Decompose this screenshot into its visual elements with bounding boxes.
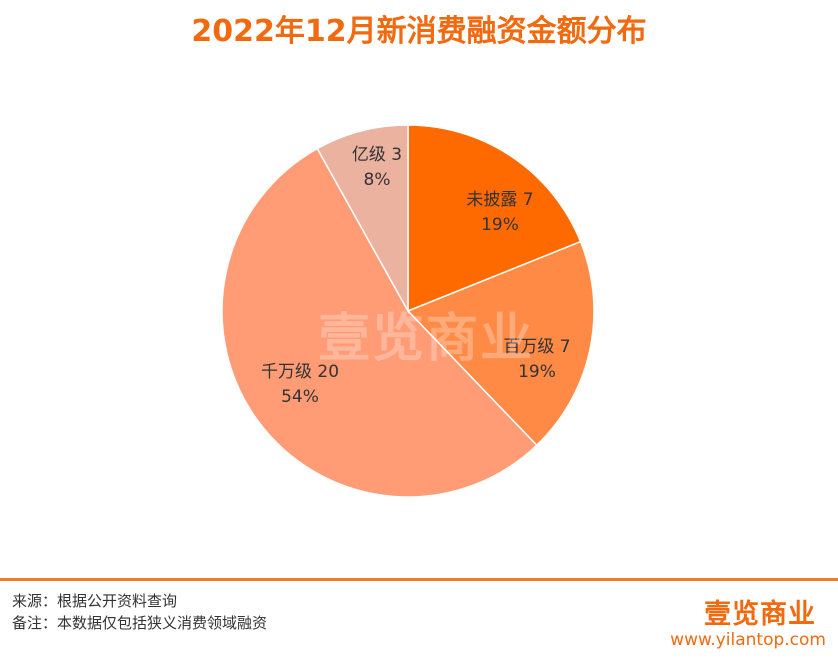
- pie-slice-1: [406, 240, 595, 447]
- watermark-logo: 壹览商业: [318, 309, 535, 369]
- footer-divider: [0, 578, 838, 581]
- pie-slice-2: [221, 147, 538, 498]
- chart-title: 2022年12月新消费融资金额分布: [191, 14, 647, 49]
- pie-chart: 未披露 7 19% 百万级 7 19% 千万级 20 54% 亿级 3 8%: [221, 124, 595, 498]
- remark-note: 备注：本数据仅包括狭义消费领域融资: [12, 614, 268, 632]
- slice-label-2: 千万级 20: [261, 362, 339, 382]
- source-note: 来源：根据公开资料查询: [12, 592, 178, 610]
- slice-percent-3: 8%: [364, 170, 391, 190]
- slice-percent-0: 19%: [481, 215, 519, 235]
- slice-label-3: 亿级 3: [352, 145, 402, 165]
- slice-label-0: 未披露 7: [466, 190, 533, 210]
- pie-slice-0: [407, 124, 582, 313]
- slice-percent-1: 19%: [518, 362, 556, 382]
- pie-slice-3: [316, 124, 409, 314]
- slice-label-1: 百万级 7: [503, 337, 570, 357]
- brand-website: www.yilantop.com: [670, 630, 826, 650]
- brand-logo: 壹览商业: [704, 599, 816, 630]
- slice-percent-2: 54%: [281, 387, 319, 407]
